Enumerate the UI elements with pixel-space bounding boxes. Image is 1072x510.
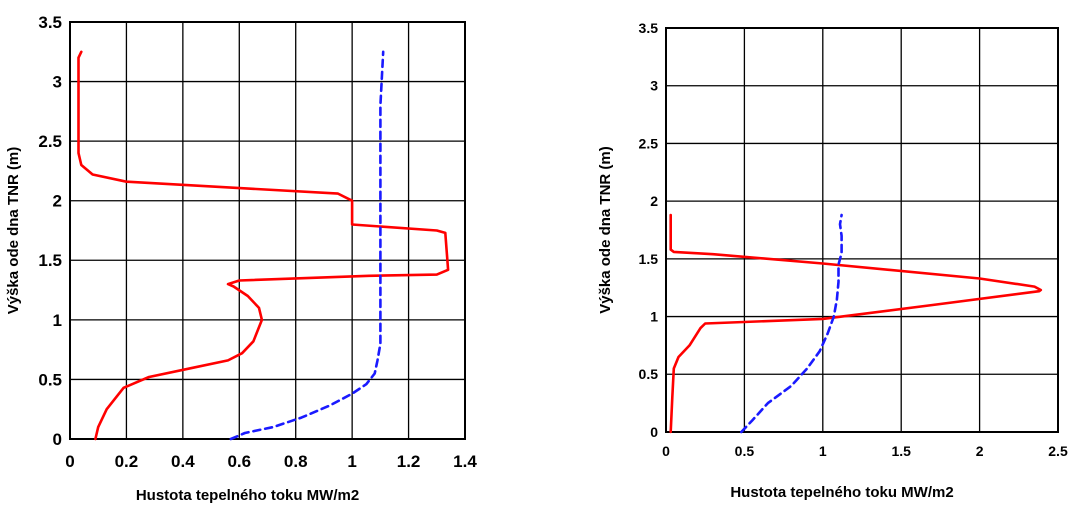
series-line-dashed-blue (739, 213, 843, 434)
x-tick-label: 1 (819, 443, 827, 459)
series-line-solid-red (669, 213, 1043, 434)
x-tick-label: 0.8 (284, 452, 308, 471)
series-line-dashed-blue (229, 50, 385, 441)
y-tick-label: 2.5 (639, 135, 659, 151)
plot-frame (69, 21, 466, 440)
chart-2: 0 0.5 1 1.5 2 2.5 0 0.5 1 1.5 2 2.5 3 3.5 Hustota tepe… (597, 20, 1068, 501)
plot-frame (665, 27, 1059, 433)
y-tick-label: 3.5 (38, 13, 62, 32)
y-tick-label: 0.5 (639, 366, 659, 382)
x-tick-label: 0.2 (115, 452, 139, 471)
x-tick-label: 1 (347, 452, 356, 471)
chart-1: 0 0.2 0.4 0.6 0.8 1 1.2 1.4 0 0.5 1 1.5 2 2.5 3 3.5 Hust… (5, 13, 477, 504)
x-tick-label: 0 (662, 443, 670, 459)
y-axis-label: Výška ode dna TNR (m) (5, 147, 22, 315)
y-tick-label: 1 (53, 311, 62, 330)
x-tick-label: 0 (65, 452, 74, 471)
y-tick-label: 0 (53, 430, 62, 449)
y-tick-label: 0 (650, 424, 658, 440)
x-tick-label: 1.2 (397, 452, 421, 471)
y-tick-label: 0.5 (38, 370, 62, 389)
y-tick-label: 3.5 (639, 20, 659, 36)
series-line-solid-red (77, 50, 450, 441)
y-tick-label: 3 (650, 78, 658, 94)
x-tick-label: 2.5 (1048, 443, 1068, 459)
y-tick-label: 1.5 (38, 251, 62, 270)
x-tick-label: 2 (976, 443, 984, 459)
x-tick-label: 1.4 (453, 452, 477, 471)
y-tick-label: 3 (53, 73, 62, 92)
x-axis-label: Hustota tepelného toku MW/m2 (136, 487, 359, 504)
y-tick-label: 1 (650, 308, 658, 324)
y-axis-label: Výška ode dna TNR (m) (597, 146, 614, 314)
x-tick-label: 0.6 (227, 452, 251, 471)
y-tick-label: 1.5 (639, 251, 659, 267)
x-axis-label: Hustota tepelného toku MW/m2 (730, 484, 953, 501)
y-tick-label: 2 (53, 192, 62, 211)
y-tick-label: 2.5 (38, 132, 62, 151)
y-tick-label: 2 (650, 193, 658, 209)
x-tick-label: 0.5 (735, 443, 755, 459)
x-tick-label: 0.4 (171, 452, 195, 471)
x-tick-label: 1.5 (891, 443, 911, 459)
